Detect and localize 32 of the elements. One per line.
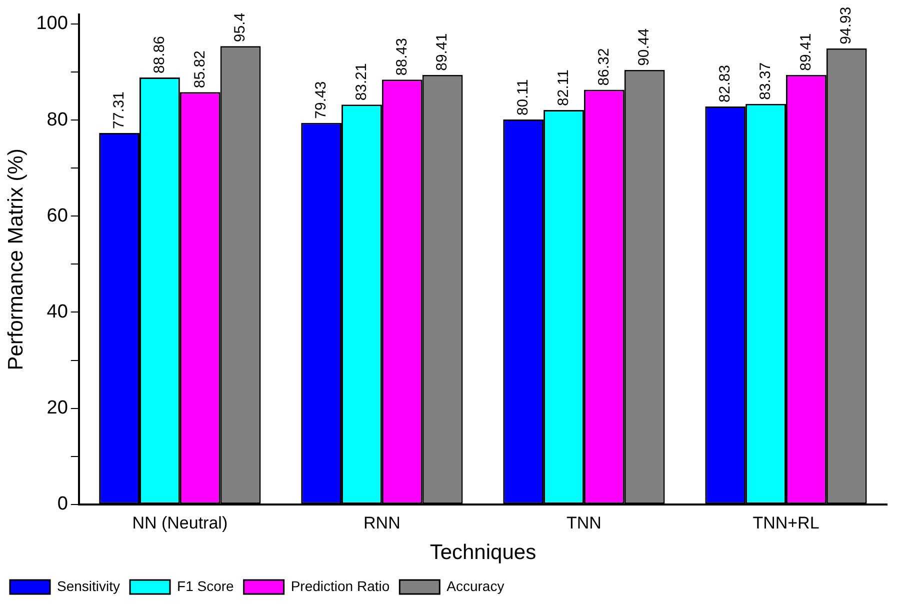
data-label: 90.44 bbox=[636, 28, 653, 66]
data-label: 88.43 bbox=[393, 38, 410, 76]
data-label: 83.37 bbox=[756, 62, 774, 100]
data-label: 95.4 bbox=[232, 12, 249, 42]
x-axis-title: Techniques bbox=[430, 541, 536, 564]
y-tick-label: 20 bbox=[46, 398, 68, 419]
x-tick-label: NN (Neutral) bbox=[132, 513, 228, 532]
data-label: 83.21 bbox=[352, 63, 370, 101]
data-label: 89.41 bbox=[797, 33, 814, 71]
data-label: 85.82 bbox=[191, 50, 208, 88]
y-tick-label: 40 bbox=[46, 301, 68, 322]
y-tick-label: 80 bbox=[46, 109, 68, 130]
data-label: 80.11 bbox=[514, 79, 532, 116]
data-label: 88.86 bbox=[150, 36, 168, 74]
y-tick-label: 0 bbox=[57, 494, 68, 515]
data-label: 86.32 bbox=[595, 48, 612, 86]
legend-label: Sensitivity bbox=[57, 578, 120, 594]
y-tick-label: 60 bbox=[46, 205, 68, 226]
legend-label: F1 Score bbox=[177, 578, 234, 594]
data-label: 82.83 bbox=[716, 64, 734, 102]
data-label: 79.43 bbox=[312, 81, 330, 119]
legend-label: Prediction Ratio bbox=[290, 578, 390, 594]
data-label: 89.41 bbox=[434, 33, 451, 71]
legend-label: Accuracy bbox=[446, 578, 504, 594]
x-tick-label: RNN bbox=[364, 513, 400, 532]
y-tick-label: 100 bbox=[36, 13, 68, 34]
y-axis-title: Performance Matrix (%) bbox=[4, 148, 28, 370]
data-label: 94.93 bbox=[838, 6, 855, 44]
x-tick-label: TNN bbox=[566, 513, 602, 532]
data-label: 77.31 bbox=[110, 91, 128, 130]
x-tick-label: TNN+RL bbox=[752, 513, 820, 532]
data-label: 82.11 bbox=[554, 70, 572, 106]
